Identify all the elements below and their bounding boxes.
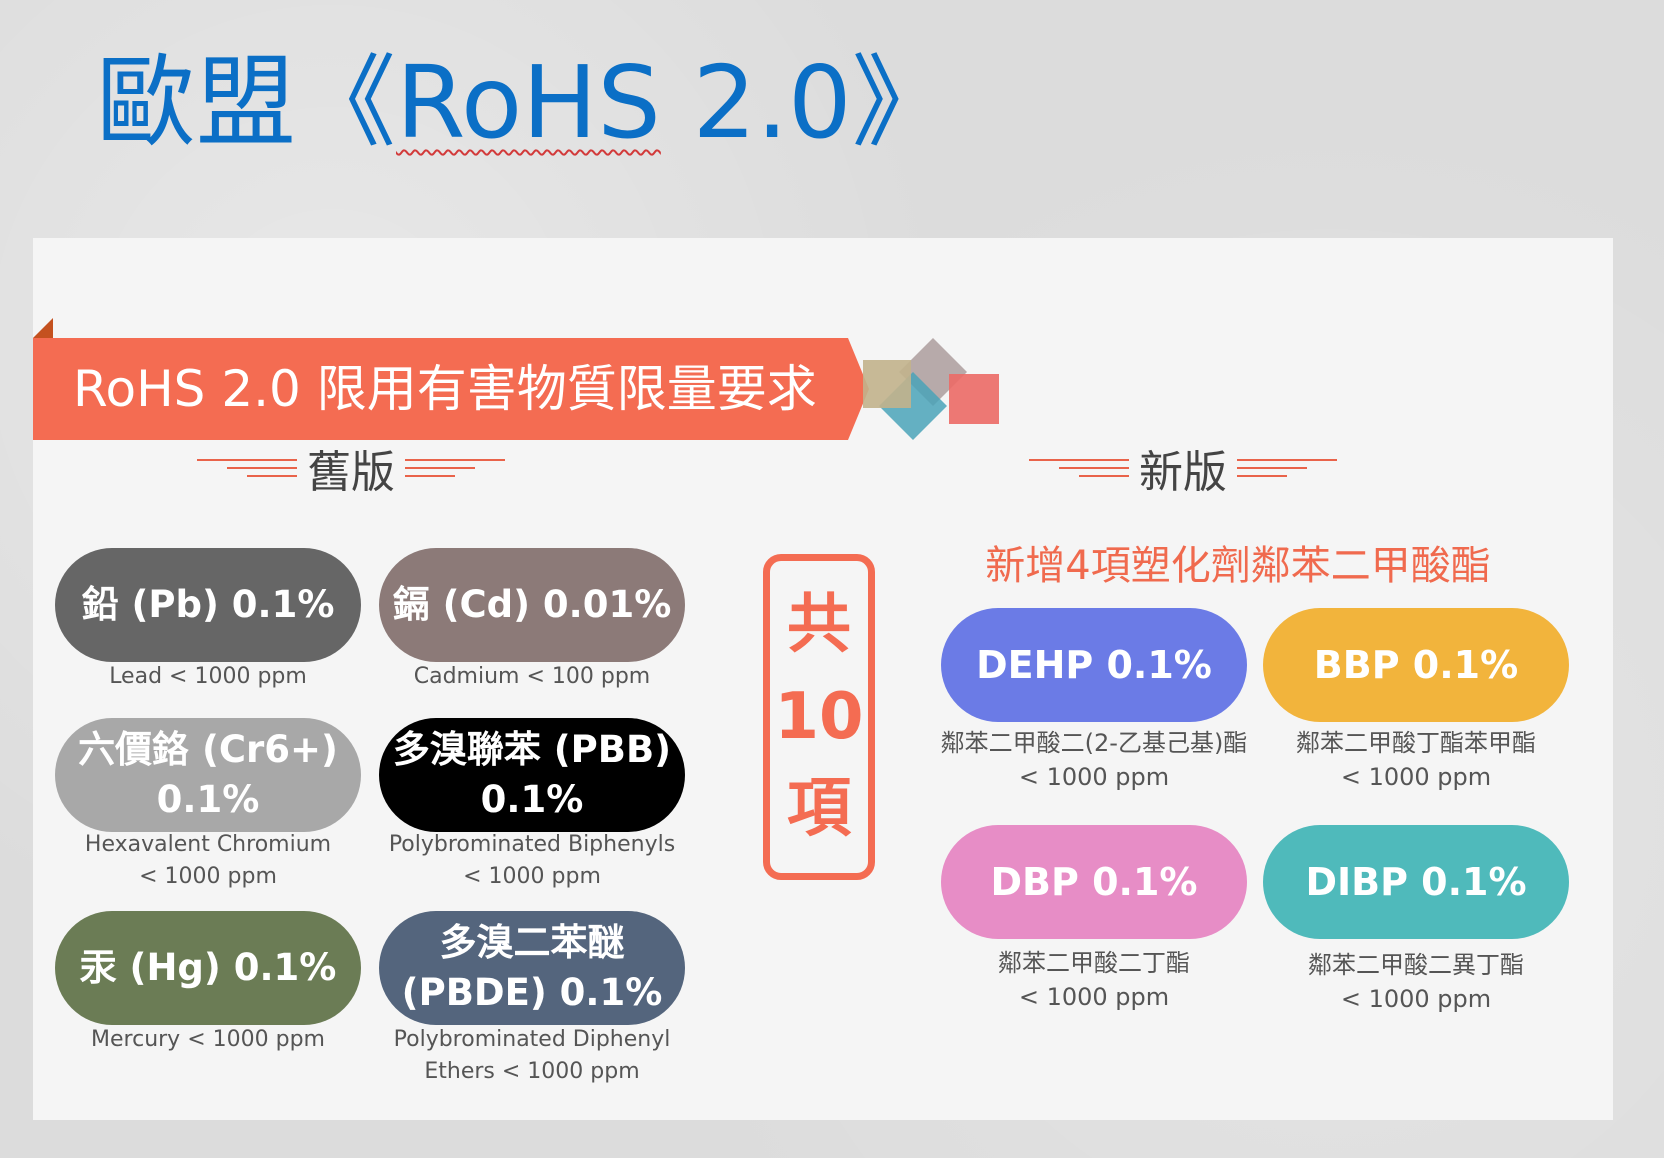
header-lines-left	[1029, 459, 1129, 477]
caption-line: Ethers < 1000 ppm	[424, 1059, 640, 1084]
new-section-header: 新版	[1029, 443, 1337, 498]
substance-pill: DBP 0.1%	[941, 825, 1247, 939]
substance-caption: 鄰苯二甲酸丁酯苯甲酯 < 1000 ppm	[1251, 726, 1581, 794]
diamond-decoration-icon	[863, 338, 999, 440]
substance-pill: 六價鉻 (Cr6+) 0.1%	[55, 718, 361, 832]
pill-label: (PBDE) 0.1%	[401, 971, 663, 1014]
banner-text: RoHS 2.0 限用有害物質限量要求	[73, 360, 817, 418]
header-lines-right	[405, 459, 505, 477]
substance-caption: Cadmium < 100 ppm	[367, 661, 697, 693]
title-banner	[33, 338, 869, 440]
substance-pill: DEHP 0.1%	[941, 608, 1247, 722]
pill-label: 鎘 (Cd) 0.01%	[392, 583, 672, 626]
pill-label: 0.1%	[480, 778, 584, 821]
title-rohs: RoHS	[396, 44, 661, 161]
substance-pill: DIBP 0.1%	[1263, 825, 1569, 939]
caption-line: < 1000 ppm	[1018, 763, 1170, 791]
total-number: 10	[774, 680, 864, 754]
caption-line: Mercury < 1000 ppm	[91, 1027, 325, 1052]
total-line: 共	[787, 588, 851, 662]
pill-label: 0.1%	[156, 778, 260, 821]
caption-line: < 1000 ppm	[463, 864, 601, 889]
caption-line: 鄰苯二甲酸丁酯苯甲酯	[1296, 729, 1536, 757]
total-line: 項	[787, 772, 851, 846]
caption-line: Cadmium < 100 ppm	[413, 664, 651, 689]
old-section-title: 舊版	[307, 447, 395, 498]
pill-label: 多溴聯苯 (PBB)	[392, 728, 672, 771]
substance-caption: Lead < 1000 ppm	[43, 661, 373, 693]
pill-label: 多溴二苯醚	[439, 921, 625, 964]
substance-pill: 多溴二苯醚 (PBDE) 0.1%	[379, 911, 685, 1025]
pill-label: 六價鉻 (Cr6+)	[78, 728, 338, 771]
substance-caption: 鄰苯二甲酸二丁酯 < 1000 ppm	[929, 946, 1259, 1014]
new-section-title: 新版	[1139, 447, 1227, 498]
caption-line: < 1000 ppm	[1340, 985, 1492, 1013]
caption-line: < 1000 ppm	[1340, 763, 1492, 791]
substance-pill: 多溴聯苯 (PBB) 0.1%	[379, 718, 685, 832]
pill-label: DBP 0.1%	[990, 860, 1198, 904]
pill-label: BBP 0.1%	[1313, 643, 1519, 687]
total-count-box: 共 10 項	[763, 554, 875, 880]
substance-pill: 鎘 (Cd) 0.01%	[379, 548, 685, 662]
pill-label: 鉛 (Pb) 0.1%	[81, 583, 335, 626]
substance-pill: 汞 (Hg) 0.1%	[55, 911, 361, 1025]
infographic-panel: RoHS 2.0 限用有害物質限量要求 舊版 新版 新增4項塑化劑鄰苯二甲酸酯 …	[33, 238, 1613, 1120]
pill-label: 汞 (Hg) 0.1%	[79, 946, 337, 989]
pill-label: DEHP 0.1%	[976, 643, 1212, 687]
caption-line: Polybrominated Diphenyl	[393, 1027, 671, 1052]
pill-label: DIBP 0.1%	[1305, 860, 1527, 904]
substance-caption: 鄰苯二甲酸二異丁酯 < 1000 ppm	[1251, 948, 1581, 1016]
caption-line: Polybrominated Biphenyls	[388, 832, 676, 857]
caption-line: 鄰苯二甲酸二異丁酯	[1308, 951, 1524, 979]
substance-pill: 鉛 (Pb) 0.1%	[55, 548, 361, 662]
substance-caption: Polybrominated Diphenyl Ethers < 1000 ppm	[367, 1024, 697, 1088]
substance-caption: Mercury < 1000 ppm	[43, 1024, 373, 1056]
slide-title: 歐盟《RoHS 2.0》	[96, 38, 952, 168]
new-section-subtitle: 新增4項塑化劑鄰苯二甲酸酯	[985, 543, 1491, 589]
header-lines-left	[197, 459, 297, 477]
title-suffix: 2.0》	[660, 44, 952, 161]
substance-caption: Hexavalent Chromium < 1000 ppm	[43, 829, 373, 893]
title-prefix: 歐盟《	[96, 44, 396, 161]
caption-line: < 1000 ppm	[139, 864, 277, 889]
substance-pill: BBP 0.1%	[1263, 608, 1569, 722]
caption-line: 鄰苯二甲酸二(2-乙基己基)酯	[940, 729, 1248, 757]
caption-line: < 1000 ppm	[1018, 983, 1170, 1011]
substance-caption: Polybrominated Biphenyls < 1000 ppm	[367, 829, 697, 893]
substance-caption: 鄰苯二甲酸二(2-乙基己基)酯 < 1000 ppm	[929, 726, 1259, 794]
header-lines-right	[1237, 459, 1337, 477]
caption-line: Lead < 1000 ppm	[109, 664, 307, 689]
banner-fold	[33, 318, 53, 338]
caption-line: 鄰苯二甲酸二丁酯	[998, 949, 1190, 977]
old-section-header: 舊版	[197, 443, 505, 498]
caption-line: Hexavalent Chromium	[84, 832, 332, 857]
